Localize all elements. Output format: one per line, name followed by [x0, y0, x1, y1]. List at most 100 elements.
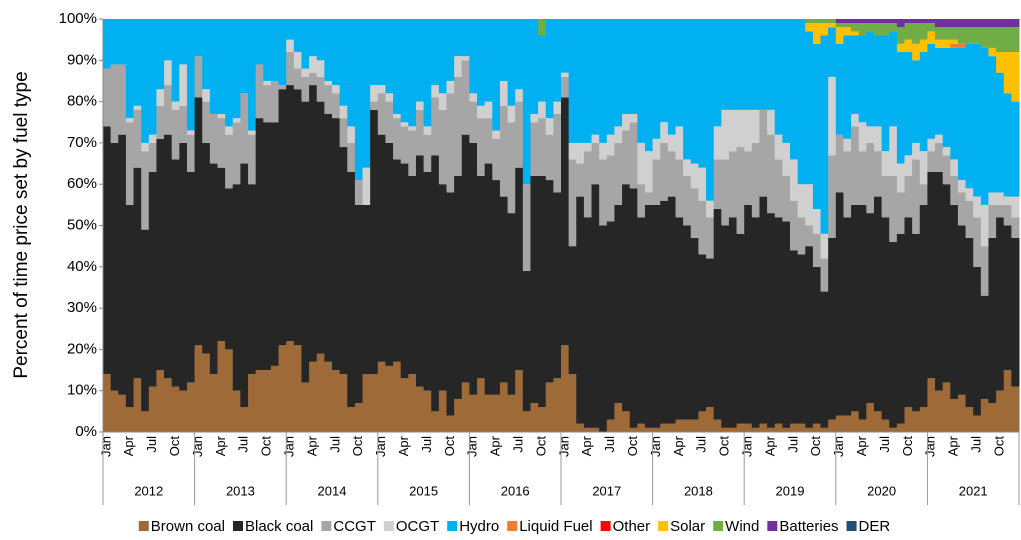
bar-segment — [728, 19, 738, 110]
bar-segment — [270, 80, 280, 123]
bar-segment — [591, 134, 600, 143]
bar-segment — [492, 19, 501, 131]
bar-segment — [881, 35, 890, 152]
bar-segment — [843, 27, 852, 36]
bar-segment — [530, 122, 539, 176]
bar-segment — [988, 403, 997, 432]
bar-segment — [805, 31, 814, 185]
bar-segment — [431, 97, 440, 156]
bar-segment — [156, 19, 165, 90]
bar-segment — [553, 113, 562, 193]
bar-segment — [385, 93, 394, 102]
bar-segment — [919, 184, 928, 205]
bar-segment — [820, 291, 829, 428]
bar-segment — [591, 184, 600, 428]
bar-segment — [660, 423, 669, 432]
bar-segment — [614, 204, 623, 404]
bar-segment — [935, 47, 944, 135]
bar-segment — [469, 394, 478, 432]
bar-segment — [148, 142, 157, 172]
bar-segment — [125, 407, 135, 432]
bar-segment — [522, 411, 531, 432]
year-label: 2013 — [226, 483, 255, 498]
x-tick-label: Jan — [556, 436, 571, 457]
bar-segment — [851, 113, 860, 127]
bar-segment — [507, 213, 516, 395]
bar-segment — [538, 35, 547, 102]
bar-segment — [209, 374, 218, 432]
bar-segment — [316, 76, 325, 102]
y-tick-label: 60% — [67, 175, 97, 192]
legend-label: Batteries — [779, 518, 838, 535]
bar-segment — [141, 142, 150, 152]
x-tick-label: Oct — [167, 436, 182, 457]
bar-segment — [454, 175, 463, 399]
bar-segment — [973, 27, 982, 44]
bar-segment — [248, 374, 257, 432]
bar-segment — [973, 19, 982, 28]
bar-segment — [706, 217, 715, 259]
bar-segment — [950, 175, 959, 205]
x-tick-label: Oct — [625, 436, 640, 457]
bar-segment — [942, 155, 951, 185]
bar-segment — [858, 35, 867, 123]
bar-segment — [461, 134, 470, 383]
bar-segment — [431, 155, 440, 412]
bar-segment — [209, 19, 218, 114]
x-tick-label: Apr — [488, 435, 503, 456]
year-label: 2014 — [318, 483, 347, 498]
bar-segment — [507, 394, 516, 432]
bar-segment — [996, 217, 1005, 391]
bar-segment — [415, 386, 425, 432]
bar-segment — [965, 43, 974, 189]
bar-segment — [767, 19, 776, 110]
bar-segment — [1003, 19, 1012, 28]
bar-segment — [904, 19, 913, 24]
bar-segment — [912, 43, 921, 61]
x-tick-label: Oct — [900, 436, 915, 457]
bar-segment — [912, 19, 921, 24]
bar-segment — [896, 43, 905, 53]
bar-segment — [889, 175, 898, 243]
bar-segment — [690, 163, 699, 189]
bar-segment — [927, 19, 936, 24]
y-tick-label: 90% — [67, 51, 97, 68]
bar-segment — [530, 403, 539, 432]
bar-segment — [851, 19, 860, 24]
bar-segment — [851, 411, 860, 432]
bar-segment — [942, 147, 951, 156]
bar-segment — [164, 19, 173, 61]
bar-segment — [1011, 101, 1020, 197]
bar-segment — [354, 19, 364, 181]
bar-segment — [255, 19, 264, 65]
bar-segment — [622, 184, 631, 412]
bar-segment — [186, 19, 196, 131]
bar-segment — [1011, 217, 1020, 238]
bar-segment — [400, 163, 409, 379]
bar-segment — [492, 394, 501, 432]
bar-segment — [912, 233, 921, 412]
bar-segment — [1003, 196, 1012, 205]
bar-segment — [240, 93, 249, 164]
bar-segment — [698, 19, 707, 168]
bar-segment — [790, 250, 799, 424]
bar-segment — [889, 427, 898, 432]
bar-segment — [446, 80, 455, 94]
bar-segment — [484, 19, 493, 102]
bar-segment — [698, 200, 707, 255]
bar-segment — [370, 101, 379, 110]
bar-segment — [782, 427, 791, 432]
bar-segment — [988, 192, 997, 205]
bar-segment — [393, 361, 402, 432]
bar-segment — [843, 35, 852, 139]
bar-segment — [843, 151, 852, 218]
bar-segment — [148, 134, 157, 143]
bar-segment — [270, 19, 280, 81]
bar-segment — [904, 39, 913, 53]
bar-segment — [614, 142, 623, 205]
x-tick-label: Oct — [442, 436, 457, 457]
bar-segment — [354, 180, 364, 205]
bar-segment — [751, 217, 760, 428]
bar-segment — [767, 213, 776, 428]
bar-segment — [965, 27, 974, 44]
